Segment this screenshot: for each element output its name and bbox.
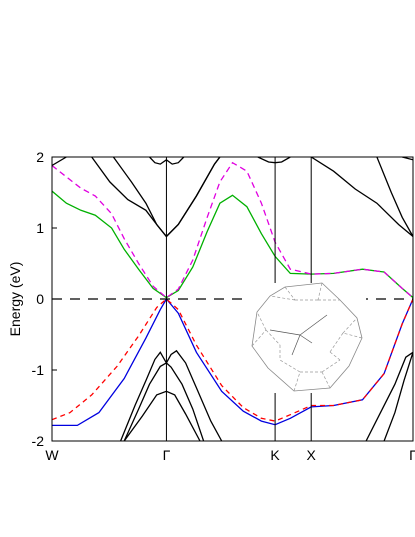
band-line-11 (376, 157, 413, 237)
band-line-17 (383, 352, 413, 441)
y-tick-label-4: -1 (32, 362, 45, 378)
band-lines (52, 157, 413, 441)
x-tick-label-4: X (307, 447, 317, 463)
band-line-4 (52, 298, 413, 422)
x-tick-label-5: Γ (409, 447, 415, 463)
bz-axis-1 (299, 314, 328, 336)
brillouin-zone-inset (242, 282, 366, 393)
bz-edge-12 (293, 371, 301, 392)
x-tick-label-3: K (270, 447, 280, 463)
band-line-1 (52, 190, 413, 299)
band-line-10 (310, 157, 413, 237)
y-axis-title: Energy (eV) (7, 262, 23, 337)
y-axis-ticks: 2 1 0 -1 -2 (32, 149, 57, 449)
bz-axis-4 (291, 334, 301, 356)
bz-axis-3 (299, 334, 313, 344)
bz-edge-16 (321, 359, 341, 373)
bz-edge-8 (265, 329, 281, 346)
y-tick-label-2: 1 (36, 220, 44, 236)
band-line-6 (91, 157, 221, 238)
bz-edge-5 (269, 295, 296, 301)
bz-edge-11 (329, 332, 344, 353)
bz-axis-2 (269, 329, 301, 336)
band-line-13 (119, 349, 223, 441)
bz-edge-9 (342, 332, 363, 339)
bz-edge-7 (256, 311, 267, 331)
bz-edge-15 (279, 359, 301, 373)
band-line-2 (52, 161, 413, 299)
bz-edge-13 (321, 371, 331, 389)
bz-edge-1 (284, 286, 296, 301)
x-tick-label-2: Γ (163, 447, 171, 463)
y-tick-label-3: 0 (36, 291, 44, 307)
band-line-5 (52, 157, 67, 167)
bz-edge-10 (342, 317, 358, 334)
y-tick-label-5: -2 (32, 433, 45, 449)
band-line-16 (365, 351, 413, 441)
band-line-9 (257, 157, 291, 164)
y-tick-label-1: 2 (36, 149, 44, 165)
bz-edge-18 (329, 351, 341, 361)
x-tick-label-1: W (45, 447, 59, 463)
bz-edge-6 (251, 329, 267, 347)
bz-edge-2 (317, 282, 323, 301)
